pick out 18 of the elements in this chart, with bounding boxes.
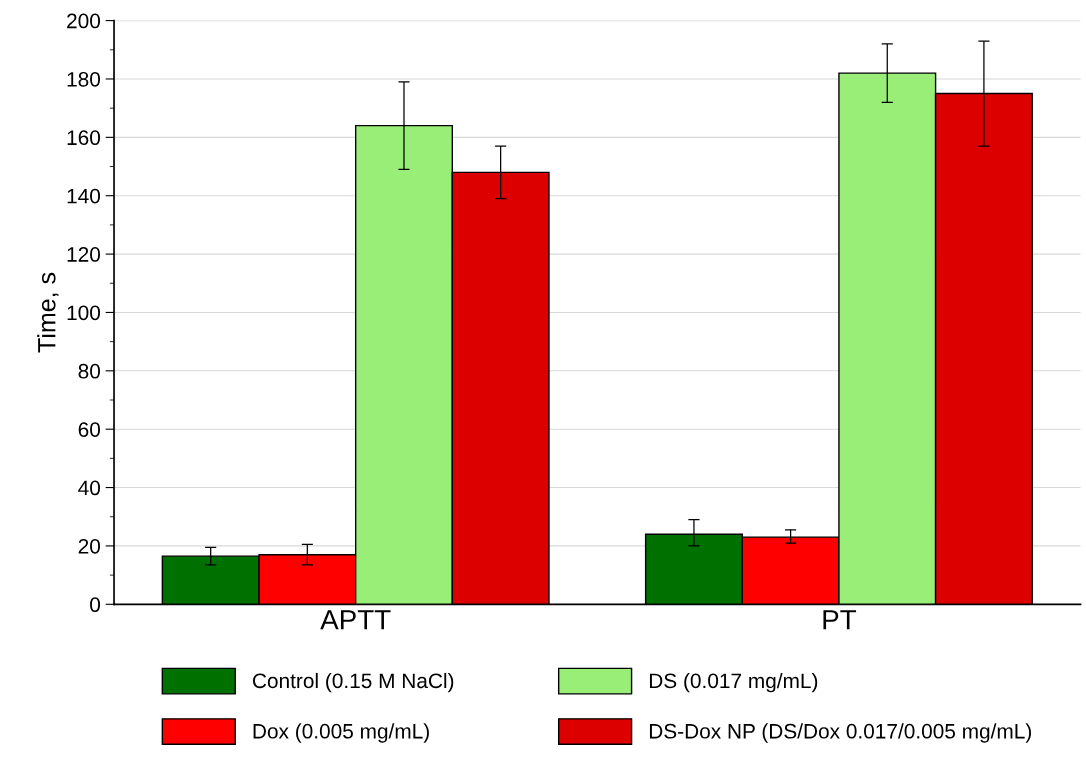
legend-label: Control (0.15 M NaCl) [252, 672, 454, 693]
y-tick-label: 0 [90, 597, 101, 613]
y-axis-title: Time, s [37, 272, 59, 353]
x-tick-label: PT [823, 610, 857, 630]
y-tick-label: 60 [78, 422, 101, 437]
y-tick-label: 120 [67, 247, 101, 262]
x-tick-label: APTT [320, 610, 391, 630]
y-tick-label: 180 [67, 71, 101, 87]
y-tick-label: 20 [78, 538, 101, 554]
legend-label: DS-Dox NP (DS/Dox 0.017/0.005 mg/mL) [649, 723, 1031, 743]
y-tick-label: 140 [67, 188, 101, 204]
y-tick-label: 80 [78, 363, 101, 379]
y-tick-label: 200 [67, 13, 101, 29]
y-tick-label: 160 [67, 130, 101, 146]
legend-label: Dox (0.005 mg/mL) [253, 723, 429, 743]
y-tick-label: 40 [78, 480, 101, 496]
legend-label: DS (0.017 mg/mL) [649, 672, 818, 693]
y-tick-label: 100 [67, 305, 101, 321]
